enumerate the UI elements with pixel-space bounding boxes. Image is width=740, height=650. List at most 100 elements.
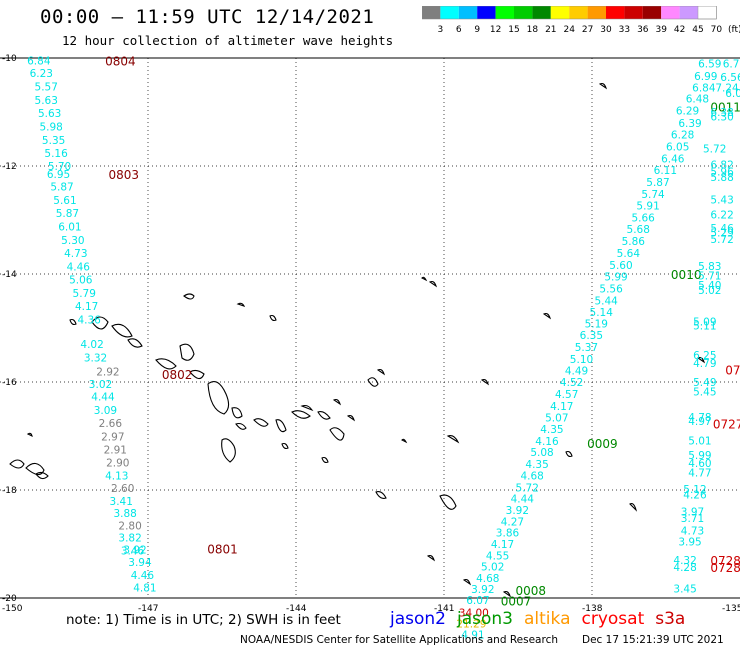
- island: [317, 411, 331, 420]
- wave-height-label: 5.44: [594, 295, 618, 307]
- island: [439, 494, 457, 510]
- wave-height-label: 6.11: [654, 165, 677, 177]
- island: [346, 414, 356, 422]
- island: [9, 459, 25, 469]
- wave-height-label: 5.35: [42, 135, 65, 147]
- y-tick-label: -16: [2, 378, 17, 388]
- wave-height-label: 5.29: [710, 227, 733, 239]
- colorbar-tick-label: 42: [674, 25, 685, 34]
- x-tick-label: -147: [138, 604, 158, 614]
- island: [275, 419, 287, 433]
- wave-height-label: 4.02: [80, 339, 103, 351]
- wave-height-label: 6.48: [686, 94, 709, 106]
- color-swatch: [642, 6, 662, 19]
- wave-height-label: 4.91: [461, 630, 484, 642]
- wave-height-label: 4.44: [91, 392, 115, 404]
- wave-height-label: 4.36: [77, 314, 101, 326]
- wave-height-label: 2.60: [111, 483, 134, 495]
- wave-height-label: 5.02: [698, 285, 721, 297]
- wave-height-label: 5.46: [710, 223, 734, 235]
- wave-height-label: 6.82: [710, 159, 733, 171]
- wave-height-label: 4.60: [688, 458, 711, 470]
- pass-time-label: 0010: [671, 268, 702, 282]
- satellite-name-s3a: s3a: [655, 609, 686, 629]
- wave-height-label: 5.87: [56, 208, 79, 220]
- island: [367, 377, 379, 387]
- pass-time-label: 0008: [516, 584, 547, 598]
- wave-height-label: 5.71: [698, 271, 721, 283]
- island: [426, 554, 436, 562]
- wave-height-label: 4.13: [105, 470, 128, 482]
- color-swatch: [514, 6, 533, 19]
- wave-height-label: 2.90: [106, 457, 129, 469]
- y-tick-label: -18: [2, 486, 17, 496]
- island: [421, 276, 428, 282]
- wave-height-label: 3.95: [678, 536, 701, 548]
- wave-height-label: 6.22: [710, 210, 733, 222]
- island: [179, 343, 195, 361]
- island: [542, 312, 552, 320]
- color-swatch: [440, 6, 459, 19]
- island: [253, 418, 269, 427]
- wave-height-label: 5.87: [646, 177, 669, 189]
- island: [221, 438, 236, 463]
- wave-height-label: 6.25: [693, 350, 716, 362]
- color-swatch: [606, 6, 625, 19]
- island: [598, 82, 608, 90]
- satellite-name-jason3: jason3: [457, 609, 513, 629]
- wave-height-label: 6.84: [27, 56, 51, 68]
- wave-height-label: 5.19: [585, 319, 608, 331]
- colorbar-tick-label: 30: [600, 25, 612, 34]
- island: [231, 407, 243, 419]
- wave-height-label: 3.02: [89, 379, 112, 391]
- wave-height-label: 5.43: [710, 194, 733, 206]
- pass-time-label: 0728: [710, 561, 740, 575]
- wave-height-label: 4.44: [511, 494, 535, 506]
- island: [480, 378, 490, 386]
- wave-height-label: 5.40: [698, 280, 721, 292]
- colorbar-tick-label: 18: [527, 25, 539, 34]
- wave-height-label: 6.38: [710, 107, 733, 119]
- wave-height-label: 3.88: [113, 508, 136, 520]
- pass-time-label: 0007: [501, 595, 532, 609]
- wave-height-label: 2.66: [99, 418, 123, 430]
- pass-time-label: 0727: [713, 418, 740, 432]
- island: [235, 422, 247, 430]
- wave-height-label: 5.11: [693, 320, 716, 332]
- wave-height-label: 4.28: [673, 562, 696, 574]
- wave-height-label: 5.49: [693, 377, 716, 389]
- wave-height-label: 3.97: [681, 507, 704, 519]
- y-tick-label: -10: [2, 54, 17, 64]
- color-swatch: [587, 6, 606, 19]
- wave-height-label: 4.35: [525, 459, 548, 471]
- wave-height-label: 4.68: [476, 573, 499, 585]
- wave-height-label: 5.14: [590, 307, 614, 319]
- island: [183, 293, 195, 300]
- island: [269, 314, 277, 322]
- island: [281, 442, 289, 450]
- wave-height-label: 3.94: [128, 557, 152, 569]
- wave-height-label: 6.39: [678, 118, 701, 130]
- wave-height-label: 5.07: [545, 413, 568, 425]
- wave-height-label: 3.45: [673, 583, 696, 595]
- island: [375, 491, 387, 499]
- gridlines: [0, 58, 740, 598]
- wave-height-label: 5.16: [44, 148, 68, 160]
- wave-height-label: 2.91: [104, 445, 127, 457]
- wave-height-label: 5.06: [69, 274, 93, 286]
- colorbar-tick-label: 27: [582, 25, 593, 34]
- wave-height-label: 4.81: [133, 583, 156, 595]
- colorbar-tick-label: 33: [619, 25, 630, 34]
- wave-height-label: 5.98: [39, 122, 62, 134]
- wave-height-label: 6.23: [30, 68, 53, 80]
- wave-height-label: 6.29: [676, 105, 699, 117]
- wave-height-label: 5.72: [703, 144, 726, 156]
- wave-height-label: 3.71: [681, 513, 704, 525]
- island: [332, 398, 342, 406]
- island: [25, 462, 45, 476]
- wave-height-label: 5.87: [50, 182, 73, 194]
- wave-height-label: 6.59: [698, 58, 721, 70]
- credit-line: NOAA/NESDIS Center for Satellite Applica…: [240, 634, 558, 646]
- wave-height-label: 6.01: [58, 221, 81, 233]
- wave-height-label: 4.73: [681, 526, 704, 538]
